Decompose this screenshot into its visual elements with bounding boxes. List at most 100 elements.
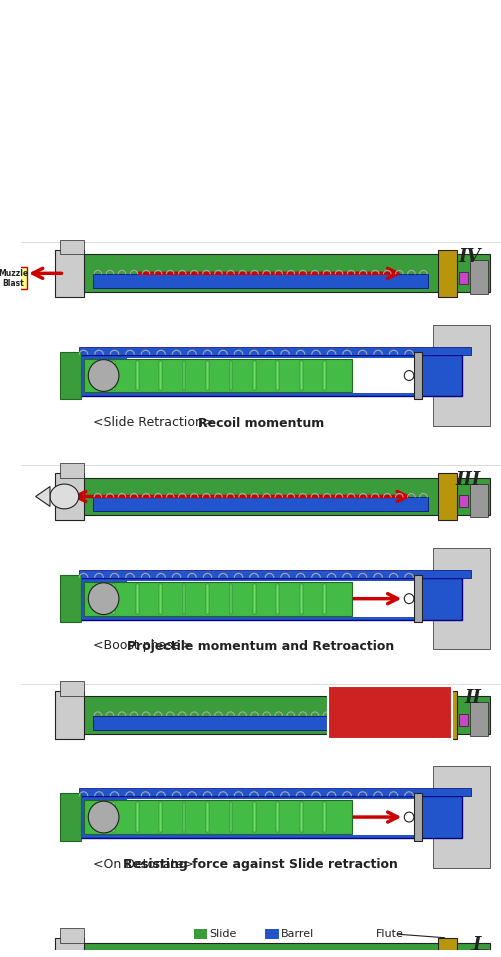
- Text: <On Detonate>: <On Detonate>: [93, 857, 194, 871]
- Bar: [79, 478, 490, 515]
- Bar: [266, 929, 279, 939]
- Bar: [79, 346, 471, 355]
- Circle shape: [404, 370, 414, 381]
- Text: I: I: [472, 936, 481, 954]
- Bar: [79, 255, 490, 292]
- Bar: [206, 584, 209, 613]
- Bar: [300, 361, 303, 390]
- Ellipse shape: [50, 484, 79, 509]
- Text: Gas Port: Gas Port: [0, 956, 1, 957]
- Bar: [323, 361, 326, 390]
- Bar: [79, 355, 462, 396]
- Text: II: II: [464, 689, 481, 707]
- Bar: [253, 361, 256, 390]
- Text: Projectile momentum and Retroaction: Projectile momentum and Retroaction: [127, 640, 394, 653]
- Bar: [60, 681, 84, 696]
- Bar: [438, 938, 457, 957]
- Bar: [93, 275, 428, 288]
- Bar: [182, 584, 185, 613]
- Polygon shape: [36, 486, 50, 506]
- Bar: [112, 584, 115, 613]
- Bar: [127, 581, 414, 616]
- Bar: [300, 802, 303, 832]
- Bar: [229, 802, 232, 832]
- Bar: [112, 802, 115, 832]
- Bar: [277, 361, 280, 390]
- Bar: [470, 483, 487, 518]
- Bar: [55, 250, 84, 297]
- Text: IV: IV: [458, 248, 481, 265]
- Bar: [414, 793, 421, 841]
- Bar: [182, 361, 185, 390]
- Bar: [323, 584, 326, 613]
- Bar: [159, 361, 162, 390]
- Bar: [127, 358, 414, 393]
- Bar: [60, 239, 84, 255]
- Circle shape: [404, 593, 414, 604]
- Text: Cylinder: Cylinder: [0, 956, 1, 957]
- Text: Slide: Slide: [209, 929, 236, 939]
- Text: Barrel: Barrel: [281, 929, 314, 939]
- Text: Flute: Flute: [376, 929, 403, 939]
- Bar: [79, 578, 462, 619]
- Bar: [438, 691, 457, 739]
- Bar: [60, 352, 81, 399]
- Bar: [277, 802, 280, 832]
- Bar: [229, 361, 232, 390]
- Bar: [136, 361, 139, 390]
- Bar: [438, 250, 457, 297]
- Bar: [84, 359, 352, 392]
- Text: Recoil momentum: Recoil momentum: [197, 416, 324, 430]
- Bar: [470, 948, 487, 957]
- Bar: [93, 498, 428, 511]
- Text: III: III: [456, 471, 481, 489]
- Bar: [182, 802, 185, 832]
- Text: Resisting force against Slide retraction: Resisting force against Slide retraction: [123, 858, 398, 871]
- Bar: [459, 496, 468, 507]
- Bar: [206, 361, 209, 390]
- Bar: [84, 582, 352, 615]
- Bar: [0, 267, 27, 289]
- Bar: [323, 802, 326, 832]
- Bar: [433, 548, 490, 649]
- Bar: [206, 802, 209, 832]
- Bar: [253, 802, 256, 832]
- Bar: [438, 473, 457, 521]
- Bar: [253, 584, 256, 613]
- Bar: [328, 686, 452, 739]
- Text: <Slide Retraction>: <Slide Retraction>: [93, 416, 213, 429]
- Bar: [79, 943, 490, 957]
- Bar: [433, 767, 490, 868]
- Bar: [55, 473, 84, 521]
- Bar: [159, 584, 162, 613]
- Bar: [414, 575, 421, 622]
- Bar: [60, 928, 84, 943]
- Bar: [229, 584, 232, 613]
- Bar: [136, 584, 139, 613]
- Bar: [79, 696, 490, 734]
- Bar: [127, 799, 414, 835]
- Bar: [55, 938, 84, 957]
- Bar: [79, 796, 462, 838]
- Bar: [159, 802, 162, 832]
- Bar: [93, 716, 428, 730]
- Bar: [459, 714, 468, 725]
- Bar: [470, 260, 487, 294]
- Circle shape: [88, 801, 119, 833]
- Bar: [60, 793, 81, 841]
- Bar: [79, 789, 471, 796]
- Bar: [60, 575, 81, 622]
- Bar: [193, 929, 207, 939]
- Bar: [277, 584, 280, 613]
- Bar: [79, 569, 471, 578]
- Bar: [60, 463, 84, 478]
- Text: <Boost phase>: <Boost phase>: [93, 639, 191, 653]
- Text: Piston: Piston: [0, 956, 1, 957]
- Bar: [55, 691, 84, 739]
- Circle shape: [88, 583, 119, 614]
- Text: Muzzle
Blast: Muzzle Blast: [0, 269, 29, 288]
- Bar: [112, 361, 115, 390]
- Bar: [414, 352, 421, 399]
- Bar: [433, 325, 490, 426]
- Circle shape: [88, 360, 119, 391]
